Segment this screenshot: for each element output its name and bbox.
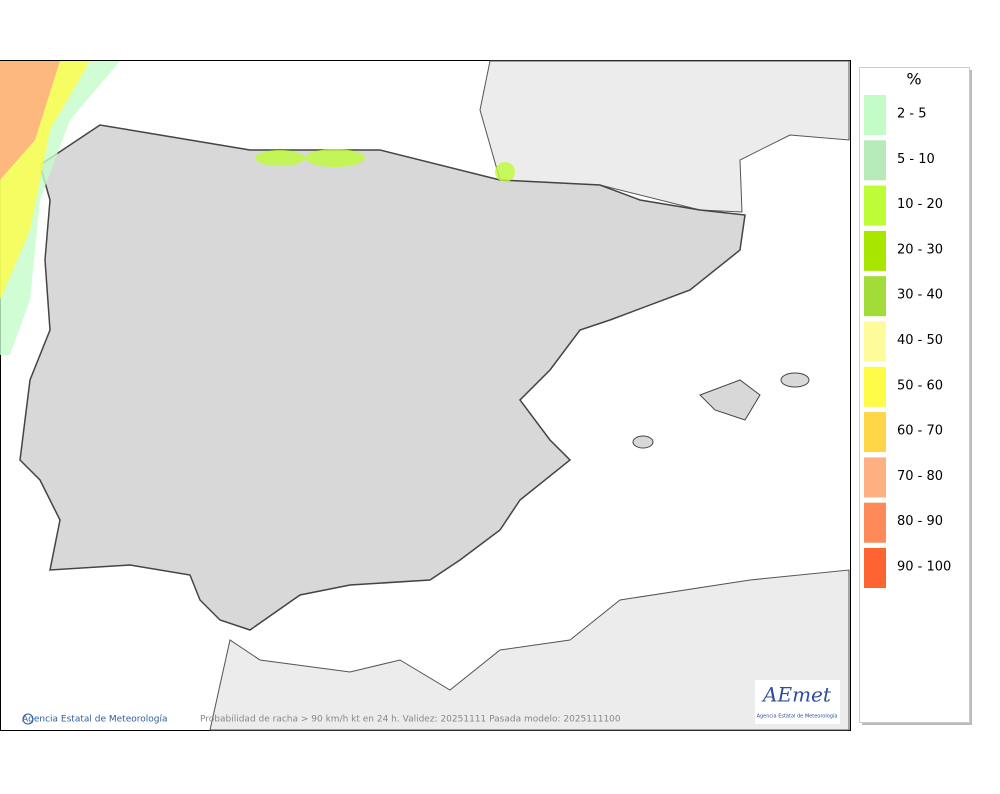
probability-area [495, 162, 515, 182]
copyright-icon [22, 713, 34, 725]
legend-swatch [864, 548, 886, 588]
logo-subtitle: Agencia Estatal de Meteorología [757, 713, 838, 720]
caption: Probabilidad de racha > 90 km/h kt en 24… [200, 715, 621, 725]
legend-label: 2 - 5 [897, 107, 927, 122]
legend-swatch [864, 366, 886, 407]
logo: AEmet [761, 683, 832, 707]
probability-area [305, 149, 365, 167]
probability-area [255, 150, 305, 166]
legend-label: 80 - 90 [897, 514, 943, 529]
france [479, 60, 850, 213]
logo-box [755, 680, 840, 724]
legend-label: 20 - 30 [897, 242, 943, 257]
legend-label: 50 - 60 [897, 378, 943, 393]
probability-area [0, 61, 60, 180]
legend-items: 2 - 5 5 - 10 10 - 20 20 - 30 30 - 40 40 - 50 5… [864, 95, 951, 588]
legend-swatch [864, 95, 886, 135]
legend-label: 40 - 50 [897, 333, 943, 348]
africa [209, 569, 850, 731]
legend-swatch [864, 276, 886, 317]
agency-credit: Agencia Estatal de Meteorología [22, 715, 168, 725]
legend-swatch [864, 321, 886, 362]
legend-swatch [864, 457, 886, 498]
legend-label: 10 - 20 [897, 197, 943, 212]
legend-swatch [864, 412, 886, 453]
legend-label: 5 - 10 [897, 152, 935, 167]
legend-label: 70 - 80 [897, 469, 943, 484]
legend-label: 30 - 40 [897, 288, 943, 303]
ibiza [632, 435, 654, 449]
menorca [780, 372, 810, 388]
legend-swatch [864, 185, 886, 226]
legend-title: % [906, 70, 921, 89]
legend-label: 60 - 70 [897, 424, 943, 439]
map: Agencia Estatal de Meteorología Probabil… [0, 60, 851, 731]
iberia [19, 124, 746, 631]
legend-swatch [864, 230, 886, 271]
legend-swatch [864, 140, 886, 181]
legend-label: 90 - 100 [897, 560, 951, 575]
mallorca [699, 379, 761, 421]
legend-swatch [864, 502, 886, 543]
